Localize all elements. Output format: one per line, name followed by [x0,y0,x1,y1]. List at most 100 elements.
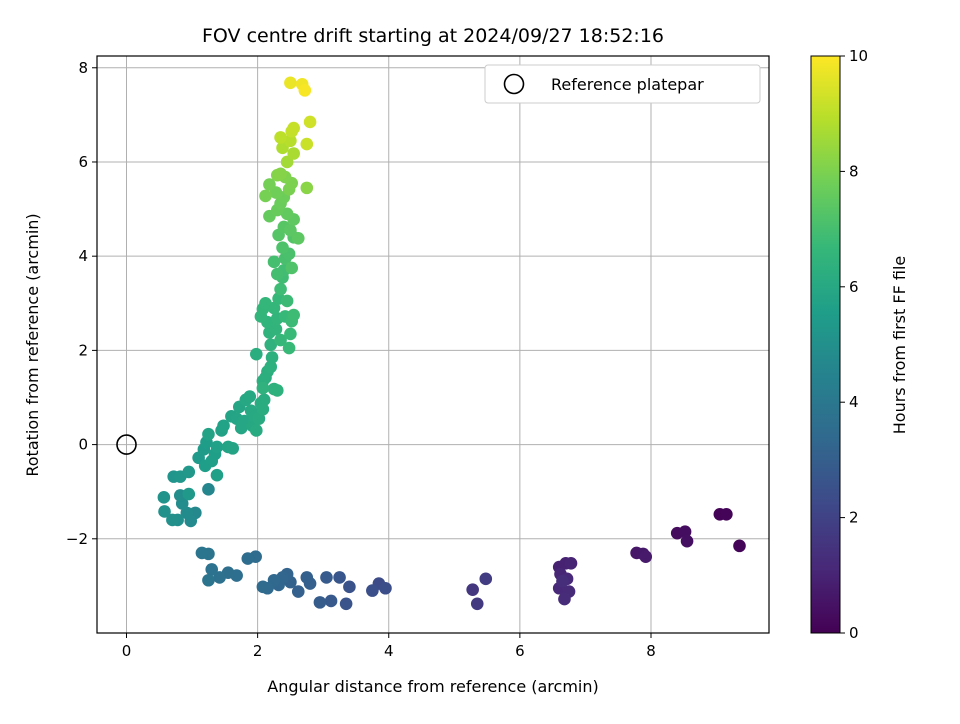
data-point [556,574,569,588]
legend: Reference platepar [484,64,761,104]
data-point [202,573,215,587]
data-point [250,347,263,361]
x-tick-label: 8 [646,642,656,660]
x-tick-label: 0 [122,642,132,660]
data-point [300,571,314,584]
data-point [287,308,300,322]
colorbar-tick-label: 10 [849,47,868,65]
x-tick-label: 2 [253,642,263,660]
data-point [182,465,196,479]
colorbar [810,55,841,634]
data-point [284,223,297,237]
data-point [274,333,287,347]
y-tick-label: 8 [78,59,88,77]
data-point [324,594,338,608]
plot-frame [96,55,770,634]
data-point [217,419,230,433]
data-point [282,341,296,355]
data-point [157,491,171,504]
data-point [680,534,694,548]
data-point [733,539,746,553]
data-point [213,571,226,584]
data-point [300,181,314,195]
data-point [280,155,294,169]
data-point [284,76,297,90]
data-point [291,585,305,598]
data-point [287,147,300,160]
data-point [182,487,196,501]
y-tick-label: 2 [78,341,88,359]
data-points [157,76,746,611]
data-point [280,294,294,308]
data-point [195,546,209,560]
colorbar-tick-label: 0 [849,624,859,642]
data-point [241,552,255,565]
data-point [284,134,297,148]
data-point [256,402,270,416]
colorbar-tick-label: 6 [849,278,859,296]
reference-point-marker [116,434,137,455]
data-point [720,508,733,521]
data-point [558,592,571,606]
y-axis-label: Rotation from reference (arcmin) [23,213,42,476]
data-point [250,424,263,437]
legend-entry-reference-platepar: Reference platepar [551,75,704,94]
data-point [300,137,314,151]
y-tick-label: 4 [78,247,88,265]
data-point [264,360,278,374]
data-point [366,584,379,597]
data-point [280,207,294,221]
data-point [270,384,284,397]
data-point [639,550,653,563]
data-point [210,468,224,482]
data-point [267,301,281,315]
data-point [210,440,224,454]
data-point [270,267,284,281]
data-point [265,351,279,364]
data-point [205,563,219,576]
x-axis-label: Angular distance from reference (arcmin) [267,677,598,696]
data-point [263,178,276,191]
data-point [333,571,346,584]
y-tick-label: 0 [78,436,88,454]
chart-title: FOV centre drift starting at 2024/09/27 … [202,25,664,47]
colorbar-ticks: 0 2 4 6 8 10 [840,47,868,642]
legend-marker [503,73,525,95]
data-point [180,506,194,520]
colorbar-label: Hours from first FF file [890,256,909,435]
data-point [243,390,257,403]
y-tick-label: −2 [66,530,88,548]
data-point [320,571,333,584]
data-point [466,583,479,596]
data-point [269,322,283,336]
data-point [291,231,305,245]
data-point [470,597,484,611]
y-axis-ticks: −2 0 2 4 6 8 [66,59,97,548]
colorbar-tick-label: 8 [849,162,859,180]
data-point [339,597,353,611]
data-point [274,131,287,144]
x-axis-ticks: 0 2 4 6 8 [122,633,656,660]
data-point [257,393,271,407]
data-point [166,513,179,527]
data-point [274,167,287,181]
data-point [285,261,299,275]
data-point [276,241,289,255]
data-point [267,255,281,269]
data-point [678,525,692,539]
data-point [264,338,278,352]
data-point [226,442,240,455]
data-point [564,556,578,570]
colorbar-tick-label: 2 [849,509,859,527]
grid-lines [97,56,769,633]
data-point [259,189,272,203]
data-point [479,572,493,586]
data-point [284,327,297,341]
data-point [313,596,327,609]
x-tick-label: 4 [384,642,394,660]
data-point [379,581,392,595]
data-point [298,84,312,97]
data-point [256,580,270,594]
x-tick-label: 6 [515,642,525,660]
